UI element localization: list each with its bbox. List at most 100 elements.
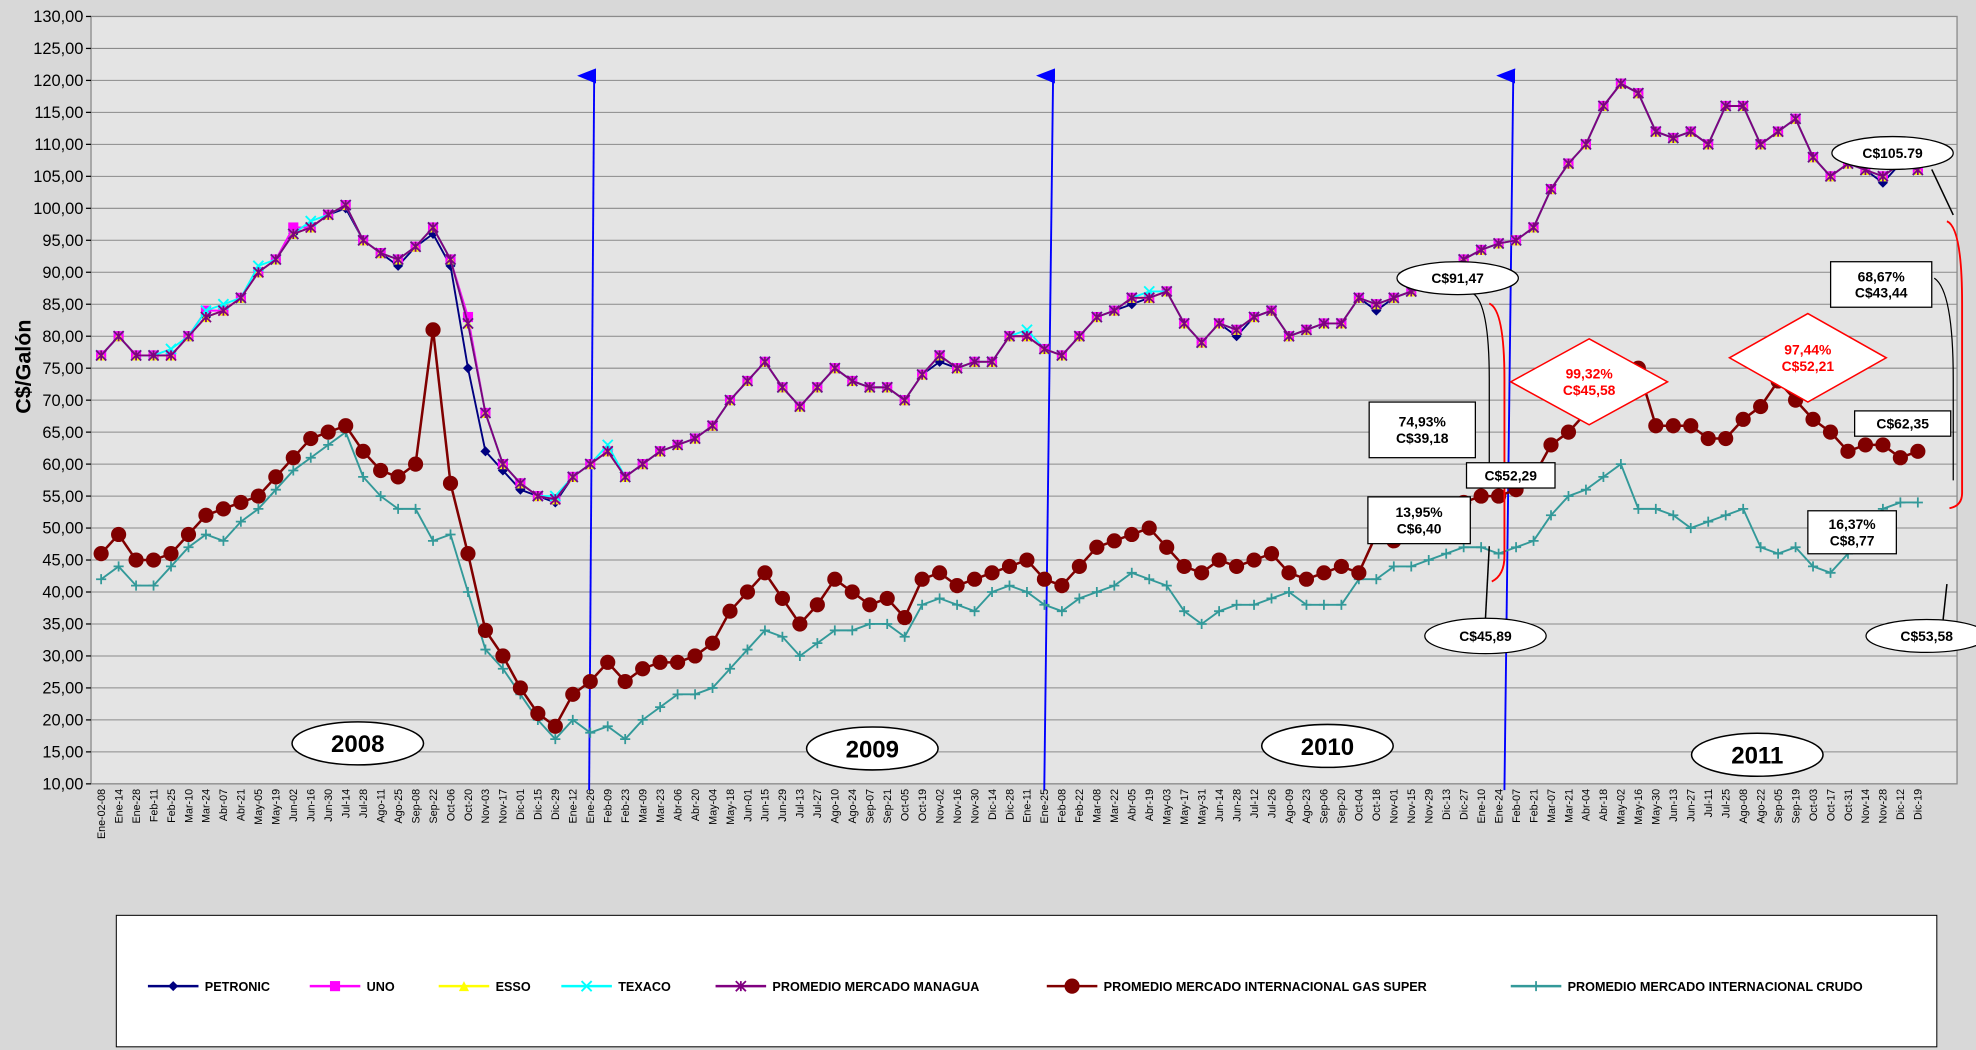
point-marker [794,650,805,662]
point-marker [530,705,546,722]
x-tick-label: Jun-16 [306,789,318,822]
point-marker [777,631,788,642]
point-marker [881,381,893,394]
legend-box [115,914,1938,1048]
point-marker [163,546,179,562]
point-marker [882,618,893,630]
legend-label: PROMEDIO MERCADO INTERNACIONAL CRUDO [1568,980,1863,994]
point-marker [374,247,387,259]
point-marker [165,349,177,362]
point-marker [1615,77,1627,90]
point-marker [270,253,282,266]
legend-marker [735,980,747,992]
point-marker [1265,304,1278,317]
point-marker [373,462,389,479]
point-marker [480,446,491,457]
point-marker [724,663,736,674]
x-tick-label: Ene-24 [1493,789,1505,824]
point-marker [1091,586,1102,598]
x-tick-label: Dic-28 [1004,789,1016,820]
point-marker [1597,100,1610,112]
point-marker [986,356,998,368]
year-label: 2011 [1731,743,1783,770]
point-marker [1144,574,1155,585]
point-marker [1333,558,1349,575]
x-tick-label: Sep-20 [1336,789,1348,824]
point-marker [390,469,406,485]
y-tick-label: 95,00 [42,232,83,250]
point-marker [1772,125,1784,138]
point-marker [217,304,230,317]
x-tick-label: Jun-29 [777,789,789,822]
year-ellipse [1690,732,1824,778]
x-tick-label: Sep-22 [428,789,440,824]
annotation: 13,95% [1396,504,1443,520]
point-marker [864,381,876,394]
point-marker [1179,606,1190,617]
point-marker [1388,292,1400,304]
year-arrow [1036,68,1056,791]
y-tick-label: 115,00 [34,104,83,122]
point-marker [951,362,963,374]
point-marker [250,488,266,504]
point-marker [1335,317,1348,330]
point-marker [759,625,770,636]
x-tick-label: Mar-10 [183,789,195,823]
annotation: C$45,58 [1563,382,1616,398]
point-marker [1406,561,1417,572]
point-marker [1108,304,1120,317]
point-marker [1283,330,1295,342]
point-marker [655,702,666,713]
point-marker [427,221,439,234]
point-marker [547,718,563,734]
point-marker [652,654,668,670]
callout [1509,337,1670,426]
point-marker [93,546,109,562]
point-marker [1388,561,1399,572]
point-marker [514,477,527,489]
x-tick-label: Ago-24 [847,789,859,824]
x-tick-label: Jun-27 [1686,789,1698,822]
point-marker [1877,170,1889,183]
x-tick-label: Ene-26 [585,789,597,824]
x-tick-label: May-03 [1161,789,1173,825]
year-ellipse [291,721,425,766]
x-tick-label: May-30 [1651,789,1663,825]
x-tick-label: Oct-18 [1371,789,1383,821]
point-marker [776,381,789,394]
point-marker [322,209,334,221]
year-arrow [1496,68,1516,791]
x-tick-label: Mar-23 [655,789,667,823]
point-marker [759,356,771,368]
point-marker [287,228,299,240]
x-tick-label: Abr-21 [236,789,248,821]
x-tick-label: Jul-13 [795,789,807,818]
point-marker [1648,418,1664,434]
point-marker [844,584,860,600]
point-marker [812,638,823,649]
point-marker [1161,285,1173,298]
x-tick-label: May-31 [1196,789,1208,825]
point-marker [1038,343,1051,355]
point-marker [96,574,107,585]
y-tick-label: 65,00 [42,424,83,442]
x-tick-label: Feb-25 [166,789,178,823]
x-tick-label: Ago-25 [393,789,405,824]
point-marker [567,714,578,725]
point-marker [739,584,756,600]
point-marker [320,424,336,440]
bracket [1484,546,1491,619]
point-marker [1790,542,1801,553]
y-tick-label: 70,00 [42,392,83,410]
x-tick-label: Sep-06 [1319,789,1331,824]
point-marker [305,452,316,463]
point-marker [898,394,911,406]
point-marker [1580,484,1592,495]
point-marker [1473,488,1489,504]
annotation: C$43,44 [1855,285,1908,301]
point-marker [1126,567,1137,578]
callout [1424,617,1547,655]
point-marker [1298,571,1315,587]
point-marker [1351,565,1367,581]
